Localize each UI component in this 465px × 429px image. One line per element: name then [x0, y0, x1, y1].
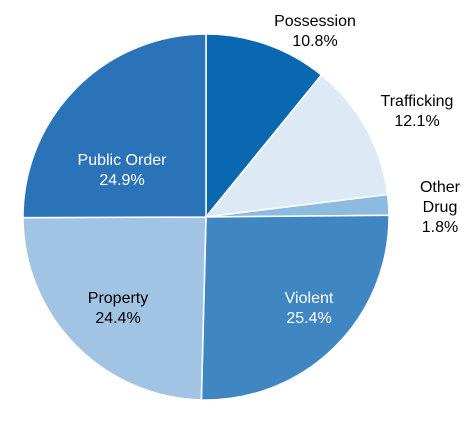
slice-label-text: Other	[420, 179, 461, 196]
slice-label-text: Public Order	[78, 152, 168, 169]
slice-value-text: 10.8%	[292, 33, 337, 50]
slice-label-text: Drug	[423, 199, 458, 216]
slice-value-text: 12.1%	[394, 113, 439, 130]
pie-slice-violent	[200, 214, 390, 401]
slice-label-text: Possession	[274, 13, 356, 30]
slice-label-other-drug: Other Drug 1.8%	[420, 179, 461, 236]
slice-label-property: Property 24.4%	[88, 290, 148, 327]
slice-label-text: Property	[88, 290, 148, 307]
slice-label-text: Trafficking	[381, 93, 454, 110]
slice-label-violent: Violent 25.4%	[285, 290, 334, 327]
pie-slice-trafficking	[204, 73, 389, 218]
slice-value-text: 24.4%	[95, 310, 140, 327]
slice-label-possession: Possession 10.8%	[274, 13, 356, 50]
pie-slice-possession	[205, 33, 323, 220]
slice-value-text: 1.8%	[422, 219, 458, 236]
slice-value-text: 25.4%	[286, 310, 331, 327]
slice-label-trafficking: Trafficking 12.1%	[381, 93, 454, 130]
slice-label-text: Violent	[285, 290, 334, 307]
slice-value-text: 24.9%	[99, 172, 144, 189]
pie-slice-property	[22, 216, 207, 401]
slice-label-public-order: Public Order 24.9%	[78, 152, 168, 189]
pie-slice-public-order	[22, 33, 207, 219]
